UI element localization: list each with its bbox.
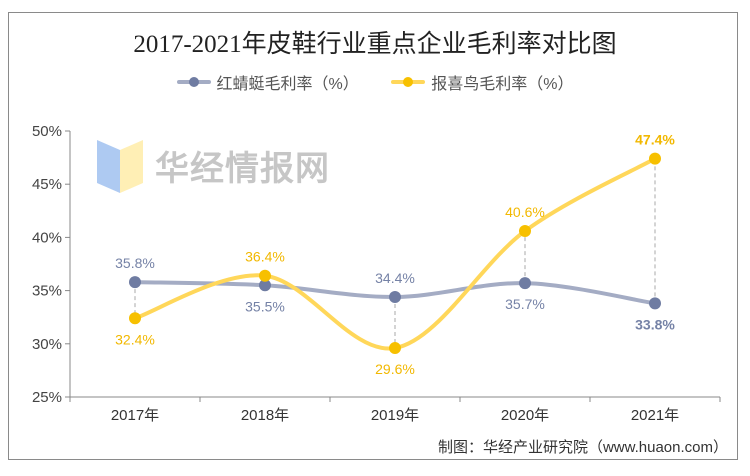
data-point [129,312,141,325]
y-tick-label: 50% [32,123,62,140]
data-point [389,342,401,355]
data-label: 36.4% [245,249,285,265]
data-label: 35.8% [115,255,155,271]
legend-swatch [176,77,211,87]
data-label: 35.7% [505,296,545,312]
y-tick-label: 30% [32,336,62,353]
data-label: 47.4% [635,132,675,148]
data-label: 34.4% [375,270,415,286]
data-point [129,276,141,289]
chart-title: 2017-2021年皮鞋行业重点企业毛利率对比图 [133,31,617,58]
data-label: 35.5% [245,298,285,314]
data-label: 29.6% [375,361,415,377]
data-point [649,152,661,165]
data-point [519,277,531,290]
watermark-text: 华经情报网 [155,149,330,188]
source-note: 制图：华经产业研究院（www.huaon.com） [437,439,728,456]
data-point [259,269,271,282]
legend-item-hongqingting: 红蜻蜓毛利率（%） [176,70,359,94]
x-tick-label: 2017年 [111,407,159,424]
legend-label: 红蜻蜓毛利率（%） [216,76,359,93]
legend-label: 报喜鸟毛利率（%） [431,76,574,93]
data-point [519,225,531,238]
legend: 红蜻蜓毛利率（%） 报喜鸟毛利率（%） [0,70,750,94]
x-tick-label: 2018年 [241,407,289,424]
y-tick-label: 35% [32,283,62,300]
x-tick-label: 2020年 [501,407,549,424]
legend-swatch [391,77,426,87]
legend-item-baoxiniao: 报喜鸟毛利率（%） [391,70,573,94]
y-tick-label: 40% [32,229,62,246]
chart-frame [8,12,738,460]
x-tick-label: 2019年 [371,407,419,424]
data-point [389,290,401,303]
y-tick-label: 45% [32,176,62,193]
book-logo-icon [97,140,143,193]
data-label: 33.8% [635,316,675,332]
data-label: 40.6% [505,204,545,220]
y-tick-label: 25% [32,389,62,406]
data-label: 32.4% [115,331,155,347]
watermark-logo: 华经情报网 [95,135,330,195]
data-point [649,297,661,310]
data-point [259,279,271,292]
x-tick-label: 2021年 [631,407,679,424]
